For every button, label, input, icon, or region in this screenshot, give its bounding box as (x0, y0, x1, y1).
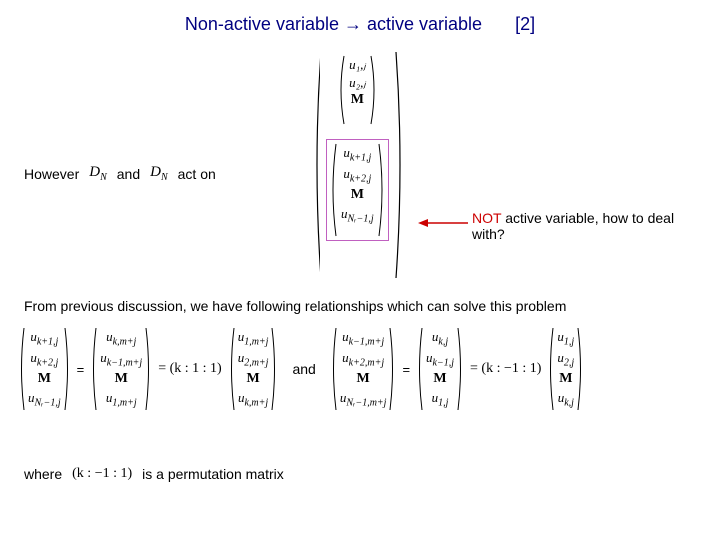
annotation-not: NOT (472, 210, 501, 226)
eq1-factor: = (k : 1 : 1) (158, 361, 222, 377)
paren-right-icon (370, 54, 378, 126)
eq2-factor: = (k : −1 : 1) (470, 361, 541, 377)
annotation-rest: active variable, how to deal with? (472, 210, 674, 242)
discussion-text: From previous discussion, we have follow… (24, 298, 566, 314)
operator-1: DN (89, 164, 107, 183)
paren-right-icon (378, 142, 386, 238)
eq1-lhs: uk+1,j uk+2,j M uNᵣ−1,j (18, 326, 71, 412)
paren-left-icon (337, 54, 345, 126)
operator-2: DN (150, 164, 168, 183)
paren-right-icon (395, 50, 403, 280)
equations-row: uk+1,j uk+2,j M uNᵣ−1,j = uk,m+j uk−1,m+… (18, 326, 584, 412)
vector-dots: M (349, 91, 366, 110)
equals-icon: = (77, 362, 85, 377)
where-label: where (24, 466, 62, 482)
paren-left-icon (329, 142, 337, 238)
vector-entry: uNᵣ−1,j (341, 205, 374, 226)
where-rest: is a permutation matrix (142, 466, 284, 482)
acton-label: act on (178, 166, 216, 182)
eq2-rhs: u1,j u2,j M uk,j (547, 326, 584, 412)
vector-entry: u₁,ⱼ (349, 56, 366, 74)
title-ref: [2] (515, 14, 535, 34)
and-label-2: and (292, 361, 315, 377)
where-expr: (k : −1 : 1) (72, 466, 132, 482)
however-row: However DN and DN act on (24, 164, 216, 183)
vector-entry: u₂,ⱼ (349, 74, 366, 92)
vector-entry: uk+2,j (341, 165, 374, 186)
vector-entry: uk+1,j (341, 144, 374, 165)
eq2-mid: uk,j uk−1,j M u1,j (416, 326, 464, 412)
equals-icon: = (402, 362, 410, 377)
slide-title: Non-active variable → active variable [2… (0, 0, 720, 35)
eq2-lhs: uk−1,m+j uk+2,m+j M uNᵣ−1,m+j (330, 326, 397, 412)
arrow-icon (418, 216, 470, 230)
title-main: Non-active variable → active variable (185, 14, 482, 34)
annotation: NOT active variable, how to deal with? (472, 210, 682, 242)
paren-left-icon (312, 50, 320, 280)
and-label: and (117, 166, 140, 182)
eq1-rhs: u1,m+j u2,m+j M uk,m+j (228, 326, 279, 412)
vector-dots: M (341, 186, 374, 205)
where-row: where (k : −1 : 1) is a permutation matr… (24, 466, 284, 482)
big-vector: u₁,ⱼ u₂,ⱼ M uk+1,j uk+2,j M uNᵣ−1,j (312, 50, 403, 285)
eq1-mid: uk,m+j uk−1,m+j M u1,m+j (90, 326, 152, 412)
however-label: However (24, 166, 79, 182)
